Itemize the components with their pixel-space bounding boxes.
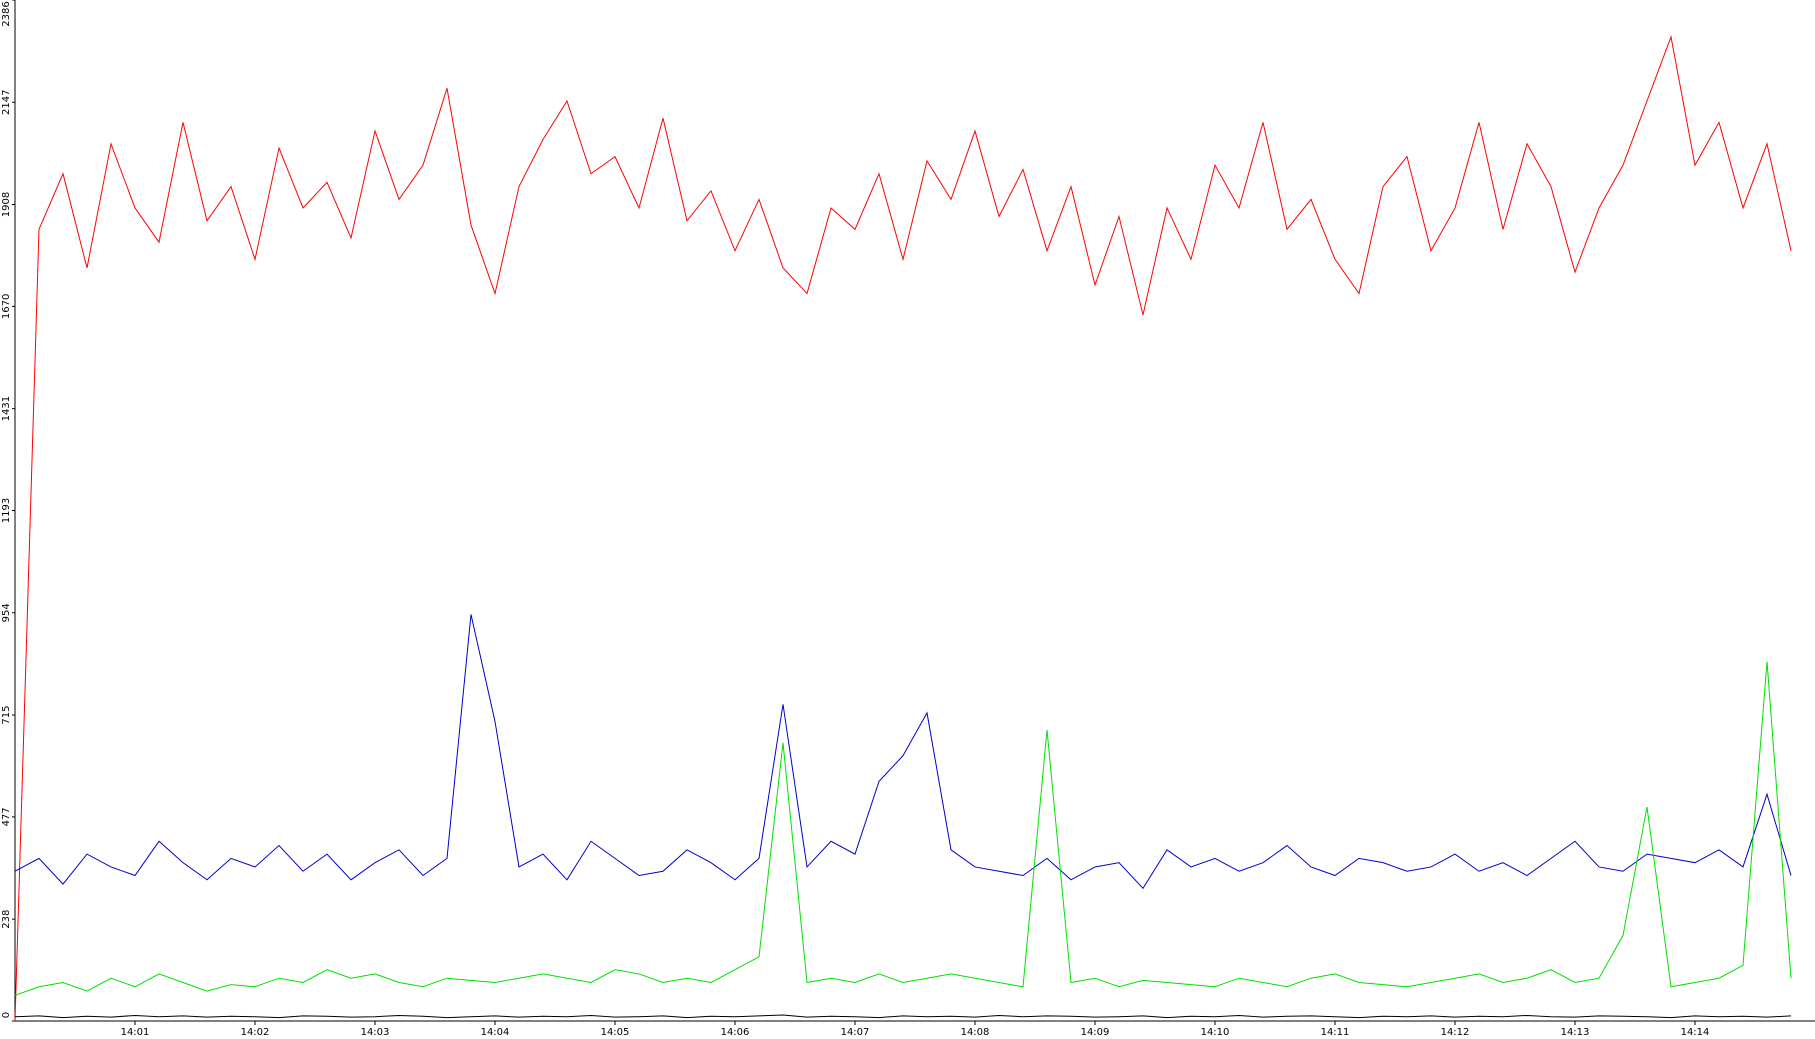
y-tick-label: 2147 [1,90,12,115]
x-tick-label: 14:04 [481,1027,510,1038]
x-tick-label: 14:14 [1681,1027,1710,1038]
series-line [14,1014,1792,1019]
y-tick-label: 477 [1,807,12,826]
y-tick-label: 954 [1,603,12,622]
y-tick-label: 715 [1,705,12,724]
x-tick-label: 14:06 [721,1027,750,1038]
y-tick-label: 1193 [1,498,12,523]
y-tick-label: 0 [1,1012,12,1018]
x-tick-label: 14:07 [841,1027,870,1038]
x-tick-label: 14:11 [1321,1027,1350,1038]
y-tick-label: 1670 [1,294,12,319]
series-line [14,661,1792,996]
y-tick-label: 238 [1,910,12,929]
series-line [14,614,1792,890]
x-tick-label: 14:02 [241,1027,270,1038]
x-tick-label: 14:13 [1561,1027,1590,1038]
x-tick-label: 14:10 [1201,1027,1230,1038]
x-tick-label: 14:01 [121,1027,150,1038]
x-tick-label: 14:08 [961,1027,990,1038]
x-tick-label: 14:12 [1441,1027,1470,1038]
x-tick-label: 14:03 [361,1027,390,1038]
x-tick-label: 14:05 [601,1027,630,1038]
y-tick-label: 2386 [1,1,12,26]
series-line [14,34,1792,1022]
y-tick-label: 1431 [1,396,12,421]
y-tick-label: 1908 [1,192,12,217]
x-tick-label: 14:09 [1081,1027,1110,1038]
